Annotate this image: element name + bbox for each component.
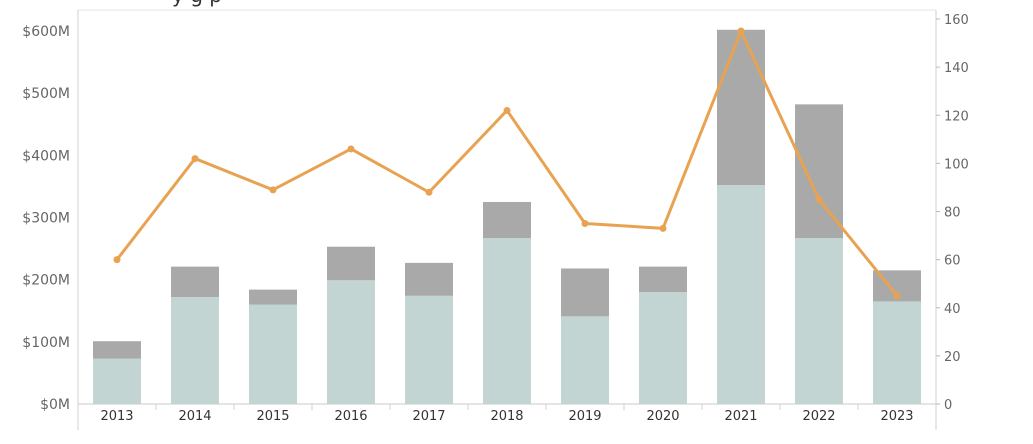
y-left-tick-label: $300M <box>22 211 70 227</box>
y-right-tick-label: 80 <box>944 206 961 221</box>
x-tick-label-2019: 2019 <box>568 409 601 424</box>
bar-2018-upper <box>483 201 531 239</box>
line-point-2018 <box>503 106 511 114</box>
line-point-2020 <box>659 224 667 232</box>
bar-2020-lower <box>639 292 687 404</box>
bar-2015-upper <box>249 289 297 305</box>
x-tick-label-2020: 2020 <box>646 409 679 424</box>
x-tick-label-2014: 2014 <box>178 409 211 424</box>
bar-2013-lower <box>93 358 141 404</box>
x-tick-label-2016: 2016 <box>334 409 367 424</box>
x-tick-label-2021: 2021 <box>724 409 757 424</box>
bar-2013-upper <box>93 341 141 359</box>
left-y-ticks-group: $0M $100M $200M $300M $400M $500M $600M <box>22 24 70 413</box>
y-left-tick-label: $500M <box>22 86 70 102</box>
bar-2019-upper <box>561 268 609 317</box>
bars-group <box>93 29 921 404</box>
bar-2015-lower <box>249 304 297 404</box>
bar-2021-lower <box>717 185 765 404</box>
y-right-tick-label: 120 <box>944 109 969 124</box>
y-right-tick-label: 100 <box>944 157 969 172</box>
line-point-2019 <box>581 220 589 228</box>
y-right-tick-label: 140 <box>944 61 969 76</box>
line-point-2016 <box>347 145 355 153</box>
bar-2014-lower <box>171 297 219 404</box>
bar-2023-lower <box>873 301 921 404</box>
line-point-2013 <box>113 256 121 264</box>
bar-2018-lower <box>483 238 531 404</box>
bar-2021-upper <box>717 29 765 186</box>
line-point-2015 <box>269 186 277 194</box>
line-series-group <box>113 27 901 300</box>
line-point-2021 <box>737 27 745 35</box>
bar-2017-upper <box>405 262 453 296</box>
line-point-2014 <box>191 155 199 163</box>
bar-2016-upper <box>327 246 375 281</box>
bar-2017-lower <box>405 295 453 404</box>
y-left-tick-label: $100M <box>22 335 70 351</box>
line-point-2022 <box>815 195 823 203</box>
bar-2014-upper <box>171 266 219 298</box>
y-left-tick-label: $200M <box>22 273 70 289</box>
bar-2016-lower <box>327 280 375 404</box>
bar-2022-upper <box>795 104 843 239</box>
x-tick-label-2023: 2023 <box>880 409 913 424</box>
y-right-tick-label: 0 <box>944 398 952 413</box>
bar-2022-lower <box>795 238 843 404</box>
right-y-ticks-group: 0 20 40 60 80 100 120 140 160 <box>936 13 969 413</box>
y-right-tick-label: 60 <box>944 254 961 269</box>
y-right-tick-label: 20 <box>944 350 961 365</box>
y-left-tick-label: $400M <box>22 148 70 164</box>
y-left-tick-label: $600M <box>22 24 70 40</box>
bar-2019-lower <box>561 316 609 404</box>
x-tick-label-2017: 2017 <box>412 409 445 424</box>
chart-title-fragment: y g p <box>172 0 222 7</box>
line-point-2017 <box>425 188 433 196</box>
y-right-tick-label: 160 <box>944 13 969 28</box>
y-left-tick-label: $0M <box>40 397 70 413</box>
line-point-2023 <box>893 292 901 300</box>
bar-2020-upper <box>639 266 687 293</box>
y-right-tick-label: 40 <box>944 302 961 317</box>
x-tick-label-2015: 2015 <box>256 409 289 424</box>
x-tick-label-2013: 2013 <box>100 409 133 424</box>
x-ticks-group: 2013 2014 2015 2016 2017 2018 2019 2020 2021 2022… <box>77 404 937 424</box>
x-tick-label-2018: 2018 <box>490 409 523 424</box>
x-tick-label-2022: 2022 <box>802 409 835 424</box>
